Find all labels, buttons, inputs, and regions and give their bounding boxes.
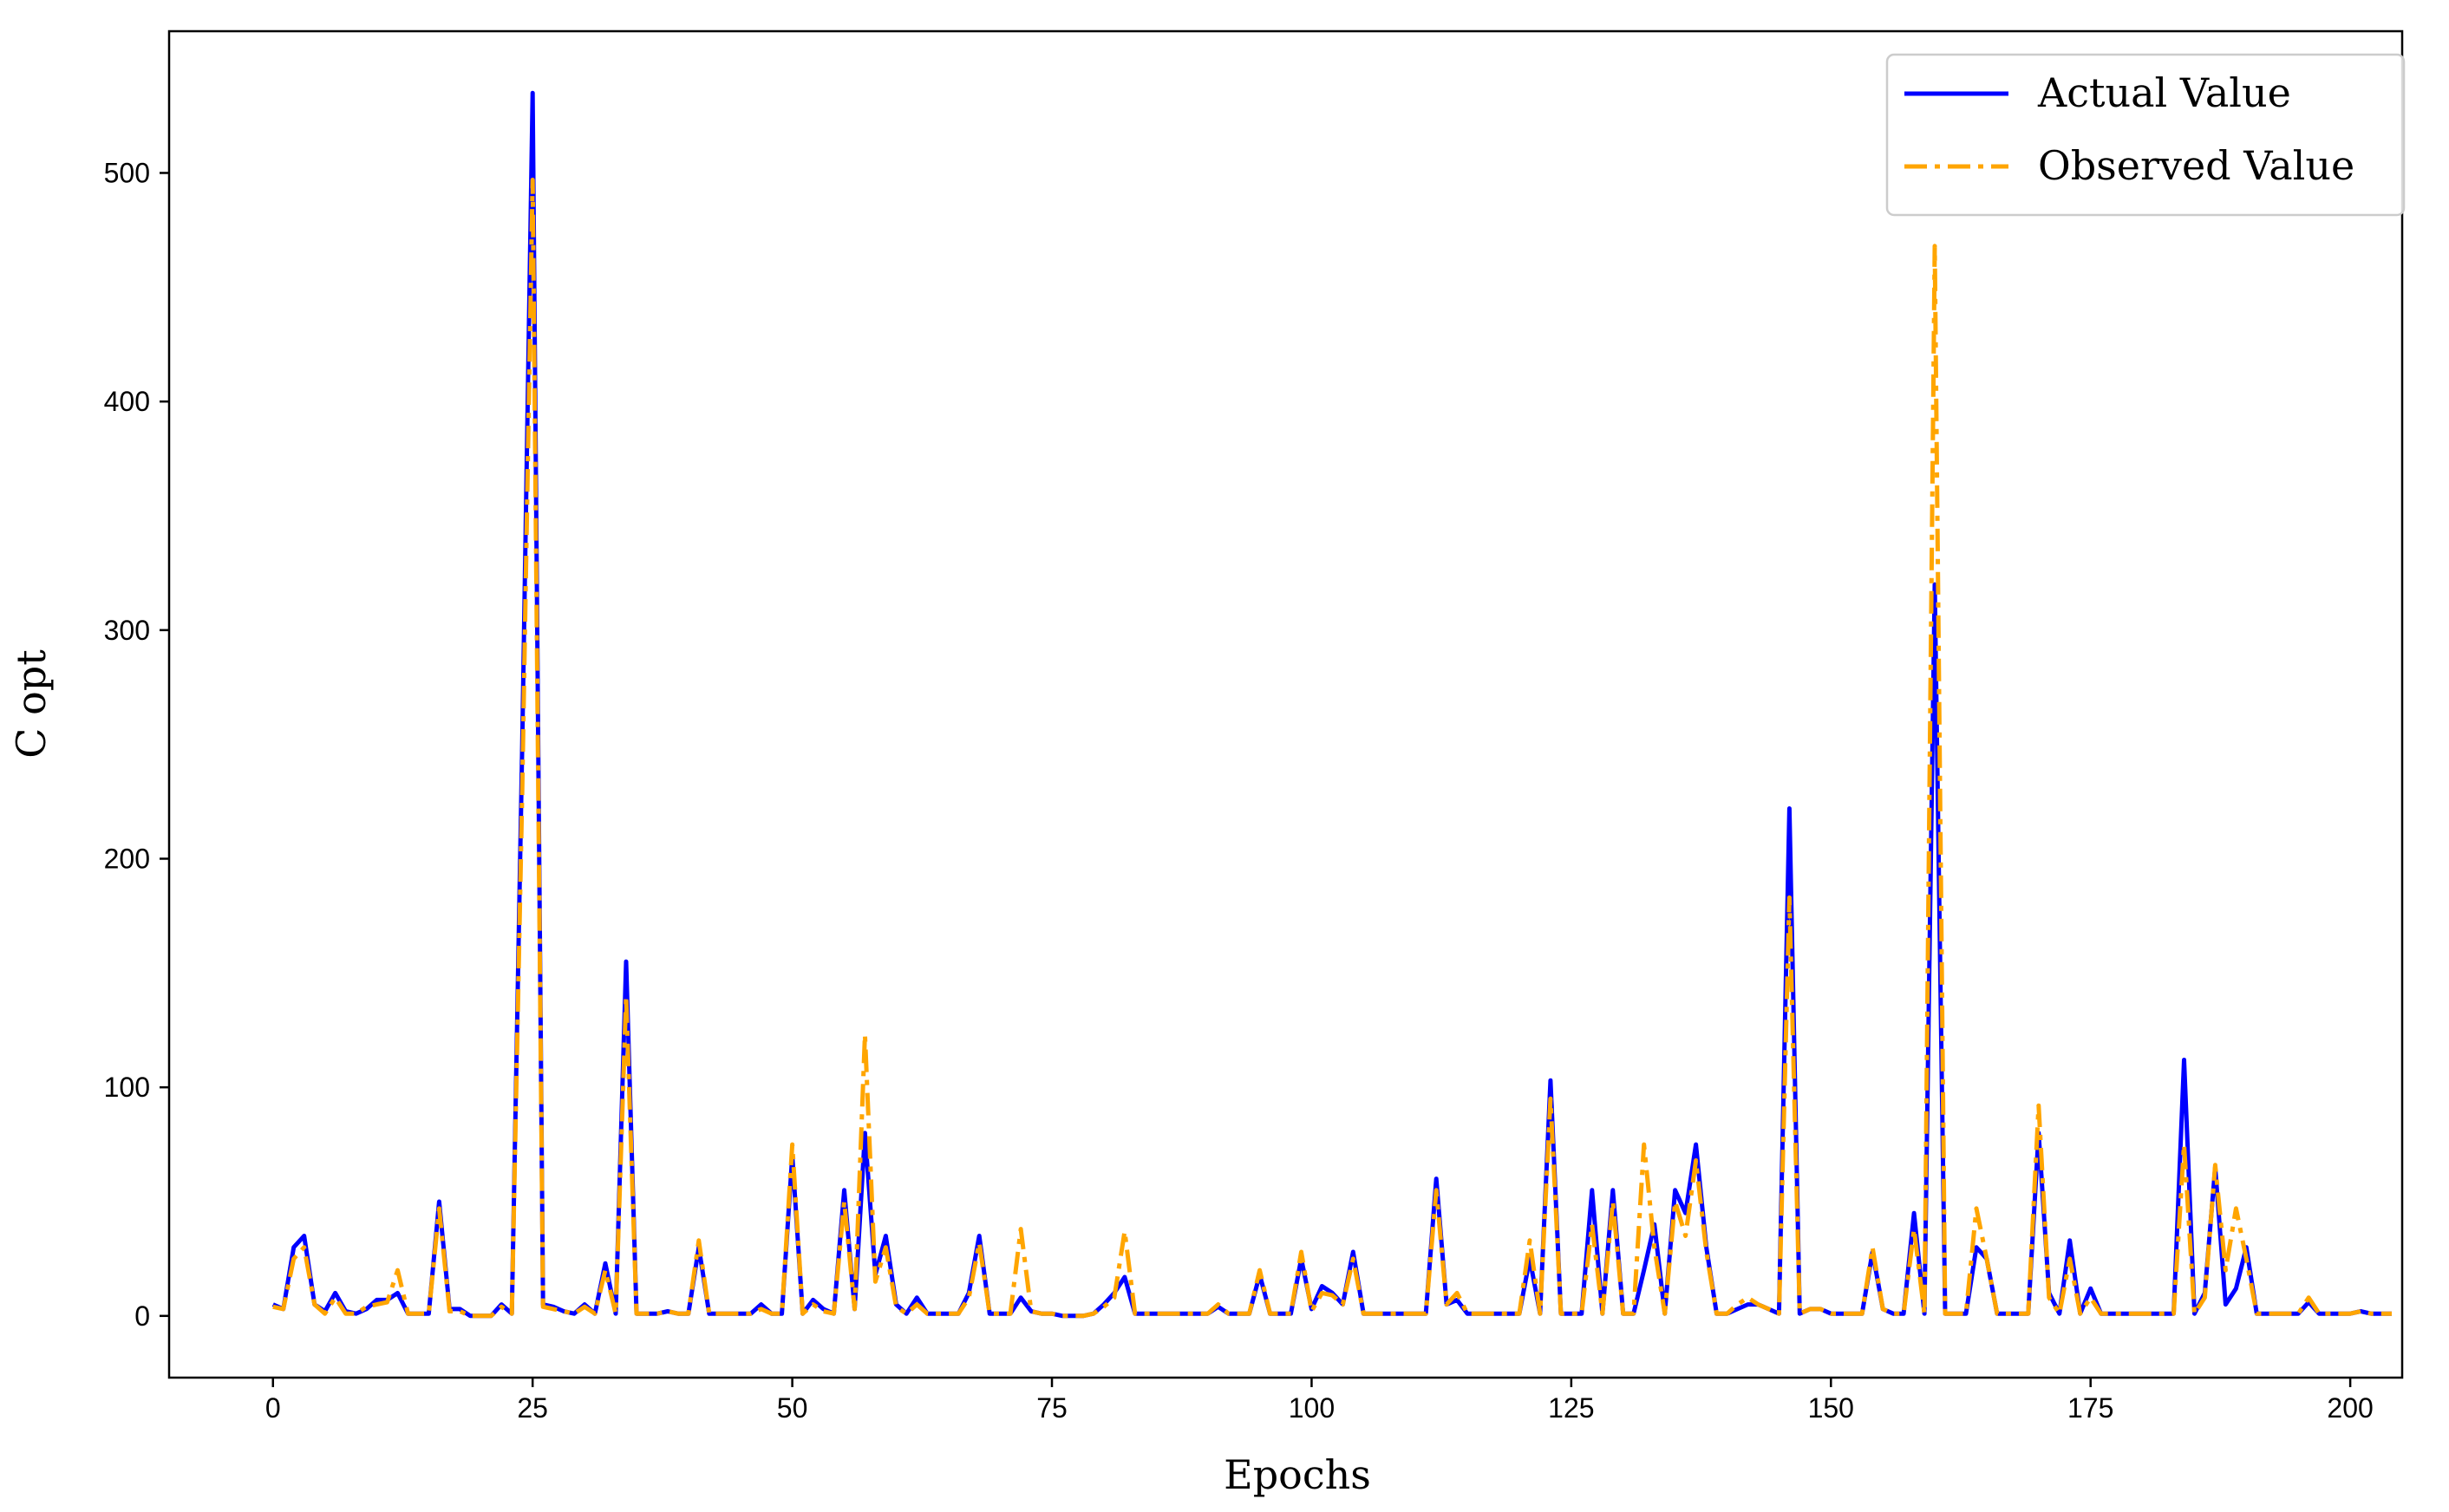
y-tick-label-4: 400 [104, 386, 150, 417]
series-line-observed-value [272, 177, 2392, 1319]
legend: Actual Value Observed Value [1885, 53, 2406, 217]
x-tick-label-5: 125 [1548, 1392, 1594, 1424]
x-tick-label-4: 100 [1289, 1392, 1335, 1424]
x-tick-label-2: 50 [777, 1392, 808, 1424]
legend-label-observed: Observed Value [2038, 142, 2354, 189]
y-axis-label: C opt [8, 649, 55, 759]
legend-label-actual: Actual Value [2037, 69, 2291, 116]
x-tick-label-1: 25 [517, 1392, 548, 1424]
x-axis-ticks: 0 25 50 75 100 125 150 175 200 [265, 1378, 2374, 1424]
y-tick-label-3: 300 [104, 615, 150, 646]
series-line-actual-value [271, 90, 2392, 1319]
legend-box [1885, 53, 2406, 217]
x-tick-label-0: 0 [265, 1392, 281, 1424]
plot-frame [167, 29, 2404, 1379]
series-layer [271, 90, 2392, 1319]
y-tick-label-2: 200 [104, 843, 150, 874]
y-axis-ticks: 0 100 200 300 400 500 [104, 157, 169, 1332]
y-tick-label-5: 500 [104, 157, 150, 188]
x-tick-label-3: 75 [1036, 1392, 1068, 1424]
y-tick-label-0: 0 [134, 1300, 150, 1332]
x-tick-label-8: 200 [2327, 1392, 2373, 1424]
y-tick-label-1: 100 [104, 1072, 150, 1103]
x-axis-label: Epochs [1224, 1451, 1371, 1498]
x-tick-label-6: 150 [1808, 1392, 1854, 1424]
x-tick-label-7: 175 [2067, 1392, 2113, 1424]
